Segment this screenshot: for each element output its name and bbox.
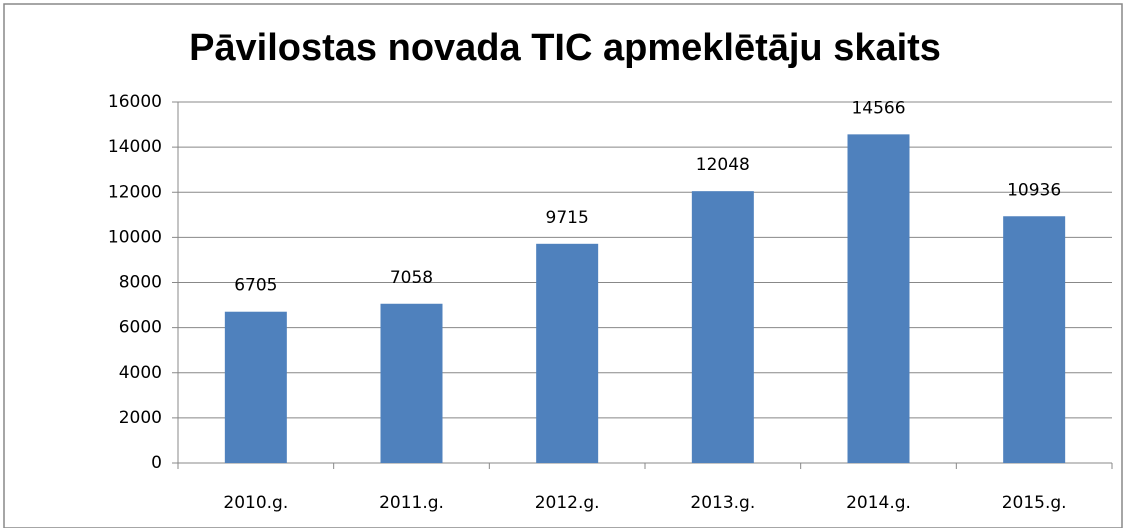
y-tick-label: 14000 bbox=[108, 137, 162, 157]
x-tick-label: 2011.g. bbox=[379, 493, 444, 513]
x-tick-label: 2013.g. bbox=[690, 493, 755, 513]
bar bbox=[224, 311, 287, 463]
y-tick-label: 4000 bbox=[119, 363, 162, 383]
data-label: 14566 bbox=[851, 98, 905, 118]
y-tick-label: 12000 bbox=[108, 182, 162, 202]
y-tick-label: 10000 bbox=[108, 227, 162, 247]
data-label: 7058 bbox=[390, 268, 433, 288]
bar bbox=[536, 243, 599, 463]
x-tick-label: 2015.g. bbox=[1002, 493, 1067, 513]
data-label: 9715 bbox=[546, 208, 589, 228]
y-tick-label: 2000 bbox=[119, 408, 162, 428]
bar bbox=[691, 191, 754, 464]
x-tick-label: 2014.g. bbox=[846, 493, 911, 513]
data-label: 10936 bbox=[1007, 180, 1061, 200]
y-tick-label: 6000 bbox=[119, 318, 162, 338]
data-label: 12048 bbox=[696, 155, 750, 175]
chart-title: Pāvilostas novada TIC apmeklētāju skaits bbox=[189, 27, 941, 69]
y-tick-label: 0 bbox=[151, 453, 162, 473]
bar bbox=[847, 134, 910, 464]
bar bbox=[380, 303, 443, 463]
data-label: 6705 bbox=[234, 276, 277, 296]
y-tick-label: 16000 bbox=[108, 92, 162, 112]
x-tick-label: 2012.g. bbox=[535, 493, 600, 513]
bar bbox=[1003, 216, 1066, 463]
x-tick-label: 2010.g. bbox=[223, 493, 288, 513]
y-tick-label: 8000 bbox=[119, 273, 162, 293]
